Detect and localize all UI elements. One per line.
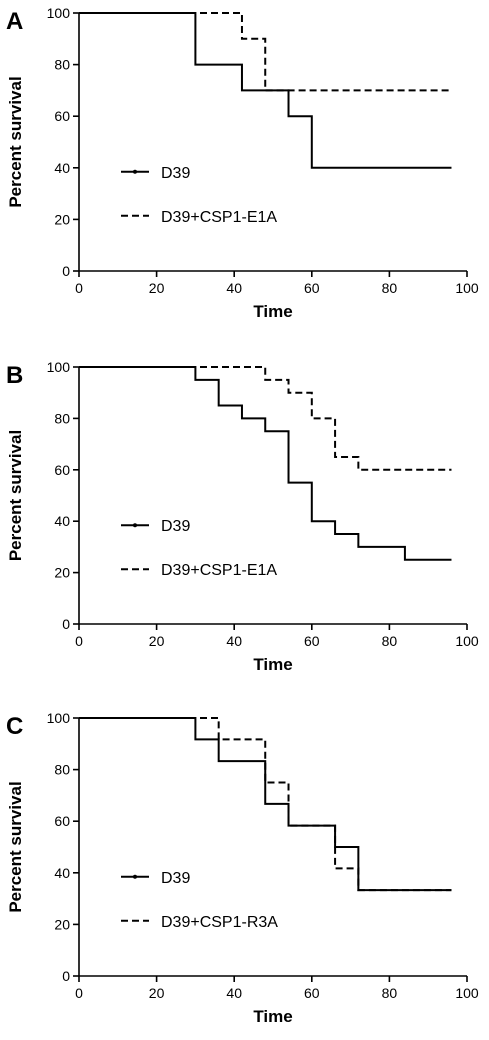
legend-label: D39 xyxy=(161,165,190,182)
y-tick-label: 20 xyxy=(54,565,70,581)
x-tick-label: 80 xyxy=(382,280,398,296)
panel-label: A xyxy=(6,8,23,35)
panel-label: C xyxy=(6,713,23,740)
x-tick-label: 60 xyxy=(304,985,320,1001)
y-tick-label: 80 xyxy=(54,410,70,426)
x-tick-label: 0 xyxy=(75,280,83,296)
y-tick-label: 60 xyxy=(54,813,70,829)
x-tick-label: 100 xyxy=(455,280,479,296)
legend-marker xyxy=(133,523,137,528)
x-tick-label: 0 xyxy=(75,985,83,1001)
legend-label: D39 xyxy=(161,518,190,535)
y-tick-label: 20 xyxy=(54,916,70,932)
x-tick-label: 100 xyxy=(455,985,479,1001)
y-tick-label: 60 xyxy=(54,108,70,124)
panel-label: B xyxy=(6,362,23,389)
x-tick-label: 20 xyxy=(149,633,165,649)
x-axis-title: Time xyxy=(253,1007,292,1026)
y-axis-title: Percent survival xyxy=(6,781,25,912)
x-tick-label: 40 xyxy=(226,985,242,1001)
y-axis-title: Percent survival xyxy=(6,430,25,561)
x-tick-label: 80 xyxy=(382,985,398,1001)
y-tick-label: 100 xyxy=(47,710,71,726)
y-tick-label: 40 xyxy=(54,865,70,881)
y-tick-label: 20 xyxy=(54,211,70,227)
series-line-control xyxy=(79,717,452,892)
y-tick-label: 0 xyxy=(62,968,70,984)
x-tick-label: 80 xyxy=(382,633,398,649)
x-tick-label: 40 xyxy=(226,280,242,296)
legend-label: D39+CSP1-E1A xyxy=(161,209,277,226)
y-tick-label: 80 xyxy=(54,57,70,73)
x-tick-label: 40 xyxy=(226,633,242,649)
legend-label: D39 xyxy=(161,870,190,887)
y-tick-label: 0 xyxy=(62,263,70,279)
y-tick-label: 80 xyxy=(54,762,70,778)
x-tick-label: 100 xyxy=(455,633,479,649)
y-tick-label: 100 xyxy=(47,359,71,375)
y-tick-label: 40 xyxy=(54,160,70,176)
legend-marker xyxy=(133,874,137,879)
y-tick-label: 60 xyxy=(54,462,70,478)
series-line-control xyxy=(79,366,452,561)
x-axis-title: Time xyxy=(253,655,292,674)
y-tick-label: 100 xyxy=(47,5,71,21)
legend-label: D39+CSP1-R3A xyxy=(161,914,278,931)
y-tick-label: 0 xyxy=(62,616,70,632)
y-tick-label: 40 xyxy=(54,513,70,529)
x-tick-label: 60 xyxy=(304,280,320,296)
x-tick-label: 20 xyxy=(149,985,165,1001)
y-axis-title: Percent survival xyxy=(6,76,25,207)
series-line-treatment xyxy=(79,12,452,92)
x-tick-label: 60 xyxy=(304,633,320,649)
legend-marker xyxy=(133,169,137,174)
x-tick-label: 20 xyxy=(149,280,165,296)
x-tick-label: 0 xyxy=(75,633,83,649)
legend-label: D39+CSP1-E1A xyxy=(161,562,277,579)
series-line-control xyxy=(79,12,452,169)
x-axis-title: Time xyxy=(253,302,292,321)
series-line-treatment xyxy=(79,717,452,892)
